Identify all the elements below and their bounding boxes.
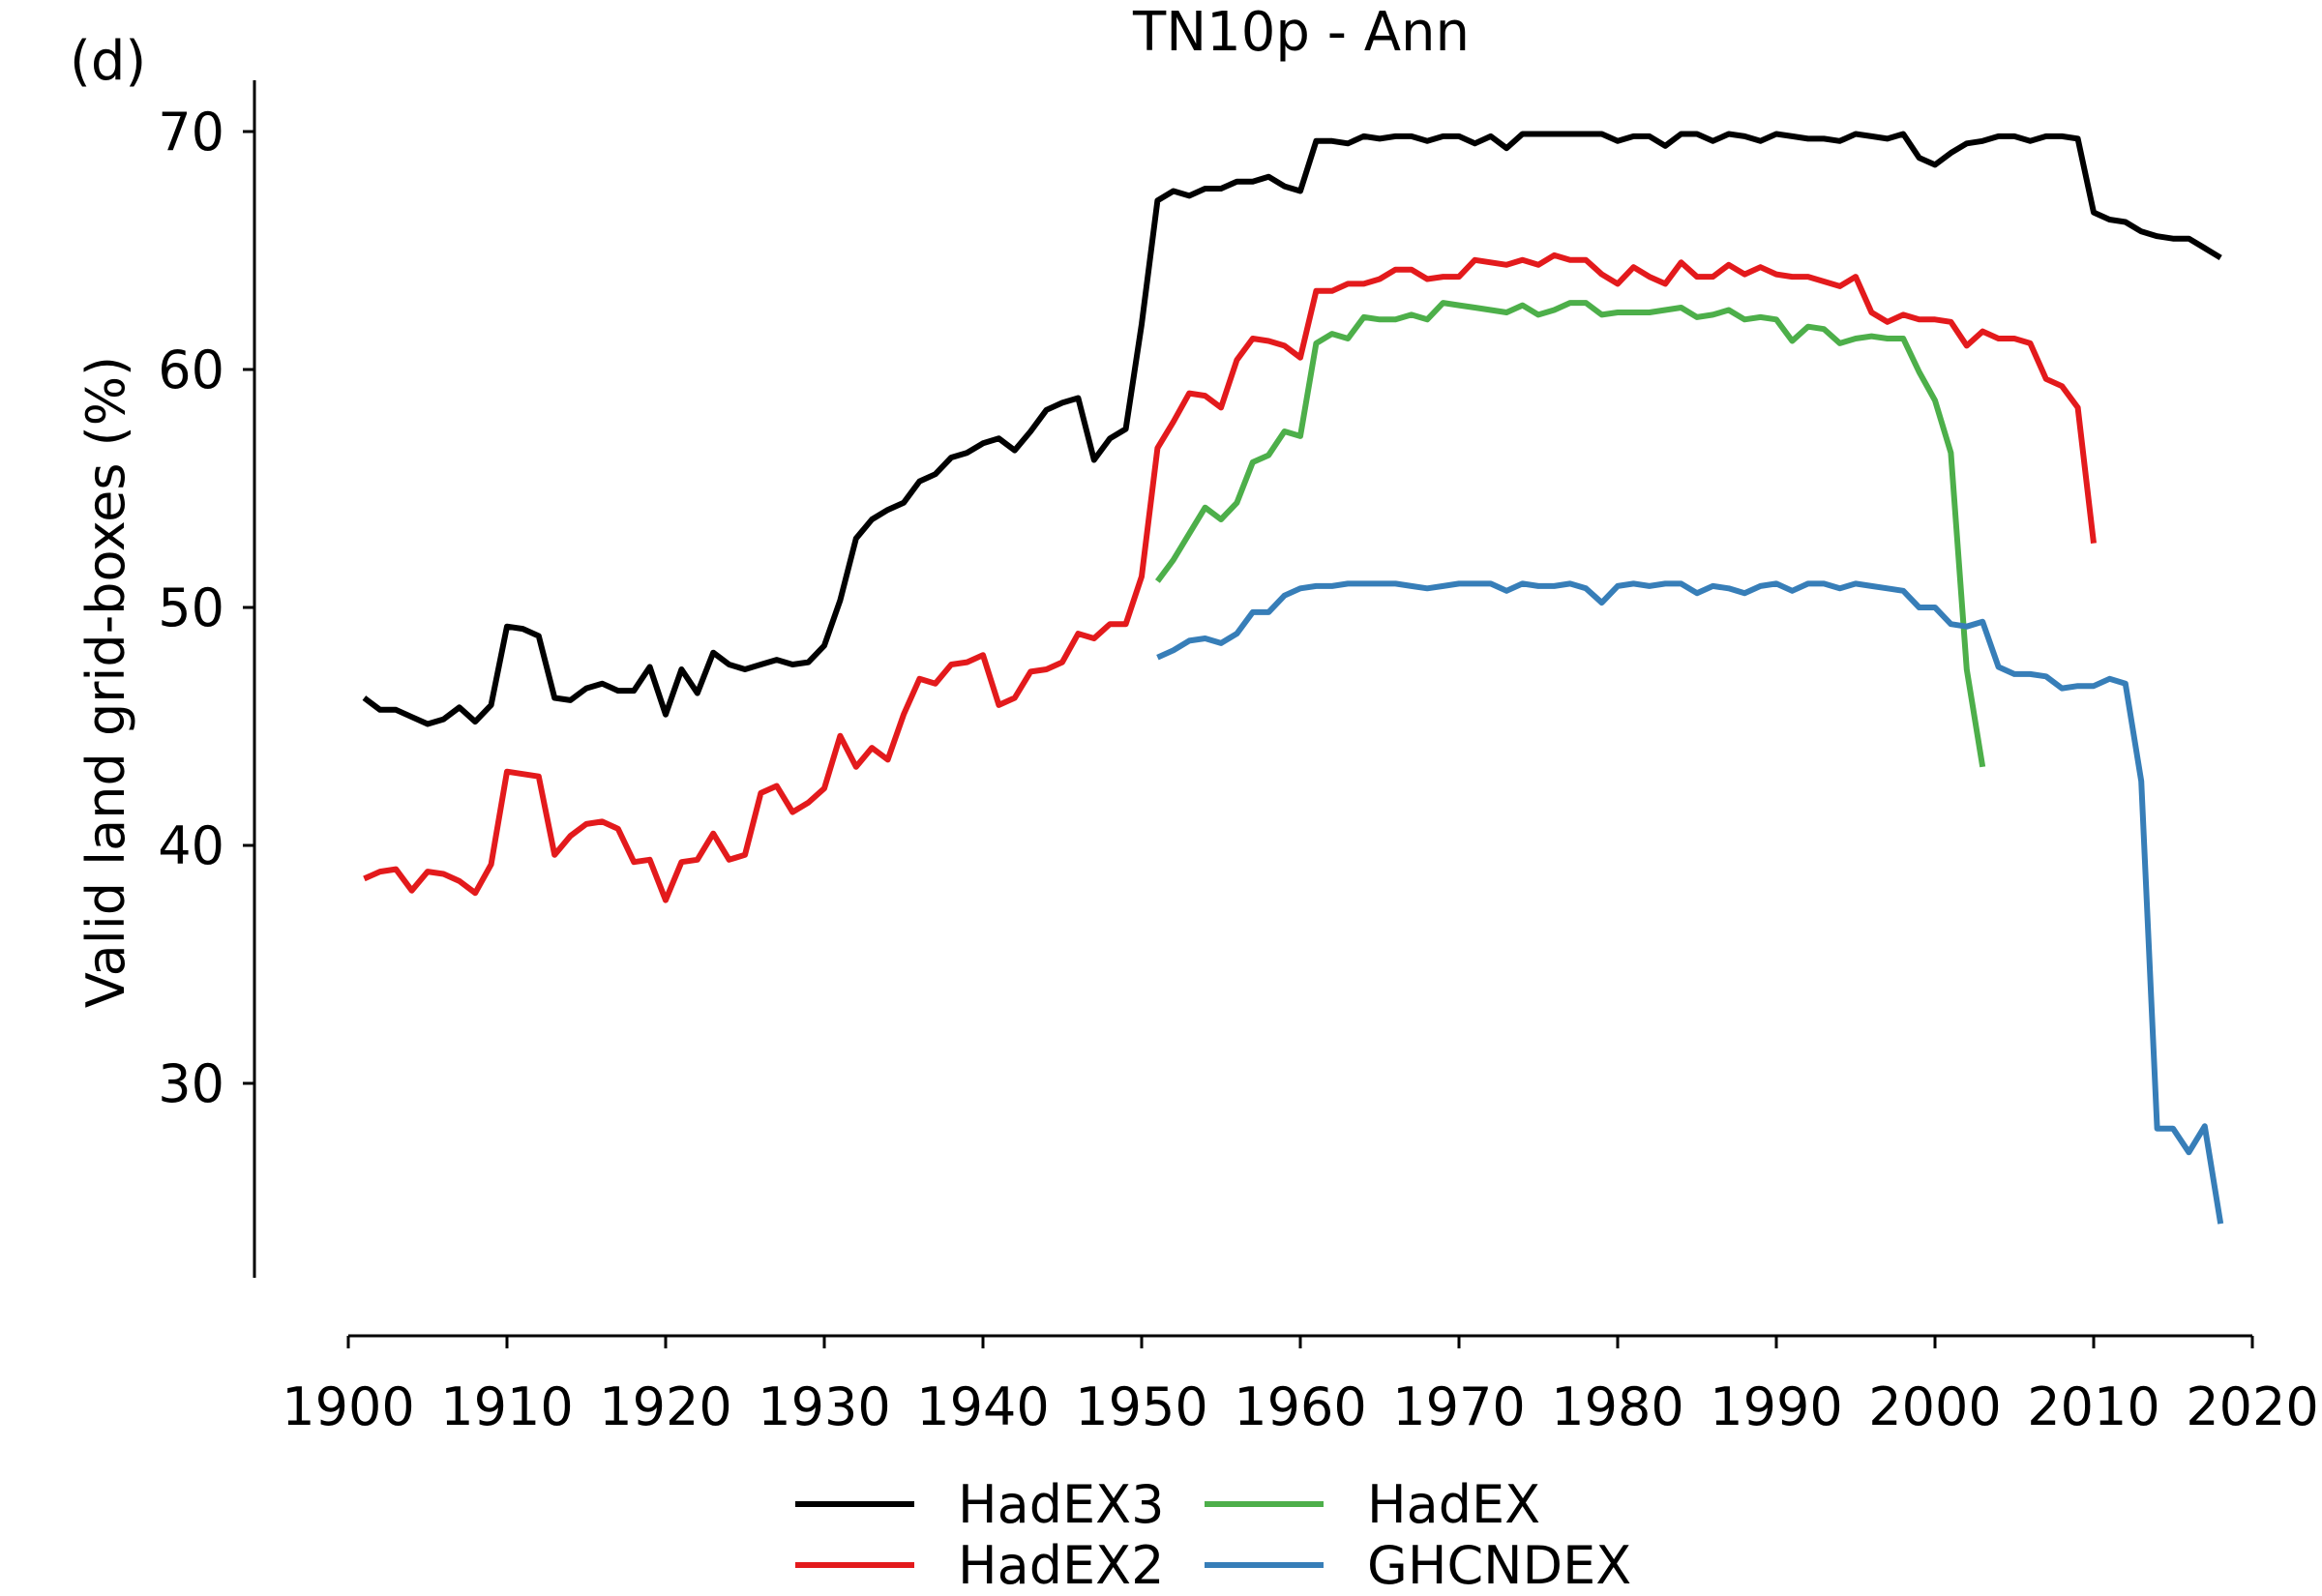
x-tick-label: 1920 <box>599 1376 731 1437</box>
x-ticks: 1900 1910 1920 1930 1940 1950 1960 1970 1980 1990… <box>282 1336 2319 1437</box>
series-line-hadex <box>1154 300 1986 768</box>
legend-label: HadEX3 <box>958 1474 1164 1535</box>
x-tick-label: 1950 <box>1075 1376 1207 1437</box>
y-axis-label: Valid land grid-boxes (%) <box>75 356 136 1008</box>
series-line-hadex2 <box>363 251 2097 903</box>
x-tick-label: 1900 <box>282 1376 414 1437</box>
x-tick-label: 1990 <box>1710 1376 1842 1437</box>
y-tick-label: 70 <box>158 102 224 163</box>
legend-label: GHCNDEX <box>1367 1535 1631 1596</box>
x-tick-label: 1940 <box>916 1376 1049 1437</box>
x-tick-label: 2020 <box>2186 1376 2318 1437</box>
series-line-ghcndex <box>1156 580 2224 1225</box>
x-tick-label: 1980 <box>1551 1376 1683 1437</box>
legend-label: HadEX2 <box>958 1535 1164 1596</box>
y-tick-label: 40 <box>158 815 224 876</box>
y-ticks: 30 40 50 60 70 <box>158 102 254 1114</box>
y-tick-label: 30 <box>158 1053 224 1114</box>
x-tick-label: 1960 <box>1234 1376 1366 1437</box>
legend-label: HadEX <box>1367 1474 1540 1535</box>
x-tick-label: 1970 <box>1392 1376 1525 1437</box>
x-tick-label: 1930 <box>758 1376 890 1437</box>
series-line-hadex3 <box>362 131 2222 727</box>
x-tick-label: 2010 <box>2027 1376 2159 1437</box>
x-tick-label: 1910 <box>440 1376 573 1437</box>
y-tick-label: 60 <box>158 340 224 400</box>
series-lines <box>362 131 2224 1225</box>
panel-label: (d) <box>70 30 146 93</box>
y-tick-label: 50 <box>158 577 224 638</box>
x-tick-label: 2000 <box>1868 1376 2001 1437</box>
chart-title: TN10p - Ann <box>1132 1 1470 64</box>
